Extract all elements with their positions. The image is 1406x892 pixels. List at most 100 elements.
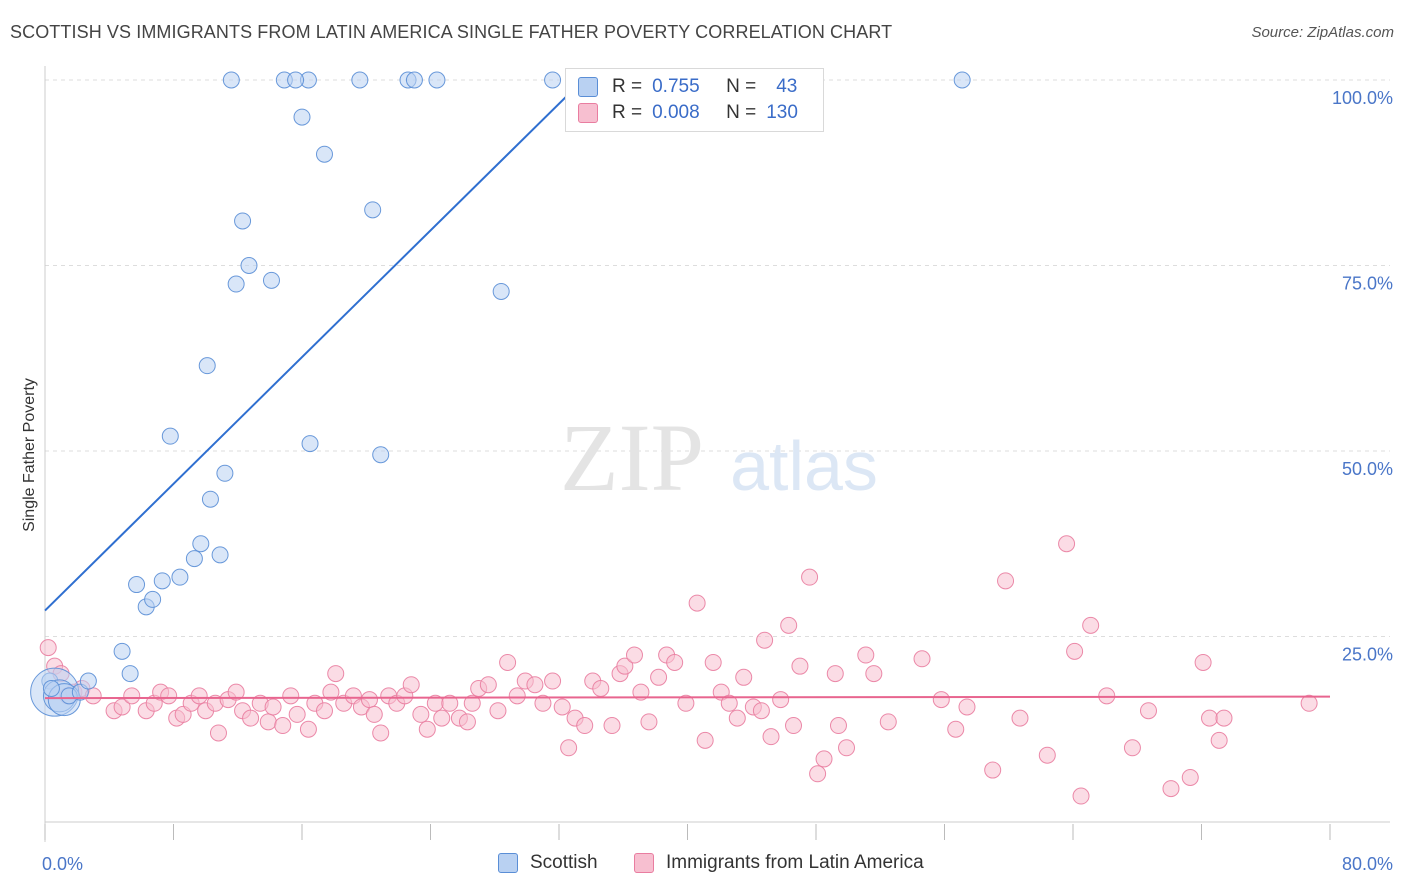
point-immigrants: [696, 731, 714, 749]
point-immigrants: [1066, 642, 1084, 660]
point-immigrants: [640, 713, 658, 731]
point-immigrants: [932, 691, 950, 709]
point-immigrants: [576, 717, 594, 735]
point-immigrants: [463, 694, 481, 712]
point-immigrants: [1038, 746, 1056, 764]
point-scottish: [185, 550, 203, 568]
point-immigrants: [322, 683, 340, 701]
legend-row-scottish: R = 0.755 N = 43: [578, 74, 797, 100]
point-scottish: [287, 71, 305, 89]
point-immigrants: [433, 709, 451, 727]
point-scottish: [315, 145, 333, 163]
point-immigrants: [1082, 616, 1100, 634]
point-immigrants: [704, 653, 722, 671]
watermark-atlas: atlas: [730, 427, 878, 505]
y-axis-label: Single Father Poverty: [21, 378, 38, 532]
point-immigrants: [809, 765, 827, 783]
point-immigrants: [489, 702, 507, 720]
point-scottish: [372, 446, 390, 464]
point-immigrants: [315, 702, 333, 720]
series-immigrants-points: [39, 535, 1318, 805]
trend-lines: [44, 79, 1331, 700]
point-scottish: [428, 71, 446, 89]
point-immigrants: [544, 672, 562, 690]
legend-swatch-immigrants: [634, 853, 654, 873]
point-immigrants: [720, 694, 738, 712]
point-immigrants: [592, 679, 610, 697]
legend-item-immigrants[interactable]: Immigrants from Latin America: [634, 852, 924, 874]
legend-label-immigrants: Immigrants from Latin America: [666, 852, 924, 873]
legend-swatch-scottish: [578, 77, 598, 97]
point-immigrants: [327, 665, 345, 683]
point-immigrants: [913, 650, 931, 668]
point-immigrants: [123, 687, 141, 705]
correlation-legend: R = 0.755 N = 43 R = 0.008 N = 130: [565, 68, 824, 132]
series-scottish-points: [30, 71, 971, 717]
point-immigrants: [372, 724, 390, 742]
point-immigrants: [1300, 694, 1318, 712]
point-scottish: [405, 71, 423, 89]
point-scottish: [171, 568, 189, 586]
point-immigrants: [360, 691, 378, 709]
point-immigrants: [603, 717, 621, 735]
point-immigrants: [1072, 787, 1090, 805]
point-immigrants: [508, 687, 526, 705]
point-immigrants: [752, 702, 770, 720]
point-immigrants: [264, 698, 282, 716]
point-immigrants: [801, 568, 819, 586]
point-immigrants: [1011, 709, 1029, 727]
point-immigrants: [857, 646, 875, 664]
point-immigrants: [1201, 709, 1219, 727]
legend-item-scottish[interactable]: Scottish: [498, 852, 598, 874]
point-scottish: [79, 672, 97, 690]
point-scottish: [211, 546, 229, 564]
point-immigrants: [553, 698, 571, 716]
point-scottish: [153, 572, 171, 590]
point-immigrants: [762, 728, 780, 746]
point-immigrants: [1181, 768, 1199, 786]
point-immigrants: [418, 720, 436, 738]
point-immigrants: [190, 687, 208, 705]
trend-line-immigrants: [44, 695, 1331, 700]
point-immigrants: [365, 705, 383, 723]
point-immigrants: [947, 720, 965, 738]
point-scottish: [198, 357, 216, 375]
legend-r-value: 0.755: [652, 76, 700, 97]
point-immigrants: [1162, 780, 1180, 798]
point-immigrants: [829, 717, 847, 735]
watermark-zip: ZIP: [560, 404, 704, 511]
point-scottish: [262, 271, 280, 289]
tick-labels: 25.0% 50.0% 75.0% 100.0% 0.0% 80.0%: [42, 88, 1393, 874]
point-immigrants: [865, 665, 883, 683]
point-immigrants: [756, 631, 774, 649]
point-scottish: [222, 71, 240, 89]
point-immigrants: [299, 720, 317, 738]
point-immigrants: [274, 717, 292, 735]
legend-r-value: 0.008: [652, 102, 700, 123]
legend-swatch-immigrants: [578, 103, 598, 123]
point-immigrants: [209, 724, 227, 742]
x-tick-label: 80.0%: [1342, 854, 1393, 874]
legend-r-label: R =: [612, 76, 643, 97]
point-immigrants: [997, 572, 1015, 590]
point-scottish: [240, 257, 258, 274]
point-immigrants: [1058, 535, 1076, 553]
chart-title: SCOTTISH VS IMMIGRANTS FROM LATIN AMERIC…: [10, 22, 893, 42]
point-immigrants: [412, 705, 430, 723]
point-immigrants: [616, 657, 634, 675]
point-immigrants: [282, 687, 300, 705]
point-immigrants: [650, 668, 668, 686]
legend-n-label: N =: [726, 102, 757, 123]
point-scottish: [227, 275, 245, 293]
point-scottish: [234, 212, 252, 230]
point-scottish: [364, 201, 382, 219]
point-scottish: [293, 108, 311, 126]
watermark: ZIP atlas: [560, 404, 878, 511]
point-scottish: [161, 427, 179, 445]
legend-n-value: 43: [776, 76, 798, 97]
point-immigrants: [402, 676, 420, 694]
point-immigrants: [39, 639, 57, 657]
point-immigrants: [785, 717, 803, 735]
grid: [45, 79, 1390, 637]
